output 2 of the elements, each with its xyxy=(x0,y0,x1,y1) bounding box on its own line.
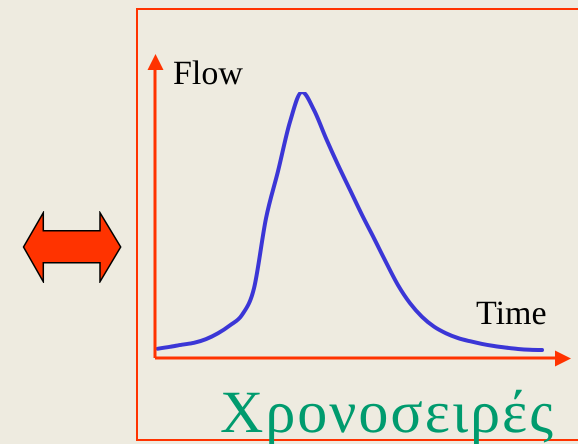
y-axis-title: Flow xyxy=(173,54,243,92)
x-axis-title: Time xyxy=(476,294,547,332)
